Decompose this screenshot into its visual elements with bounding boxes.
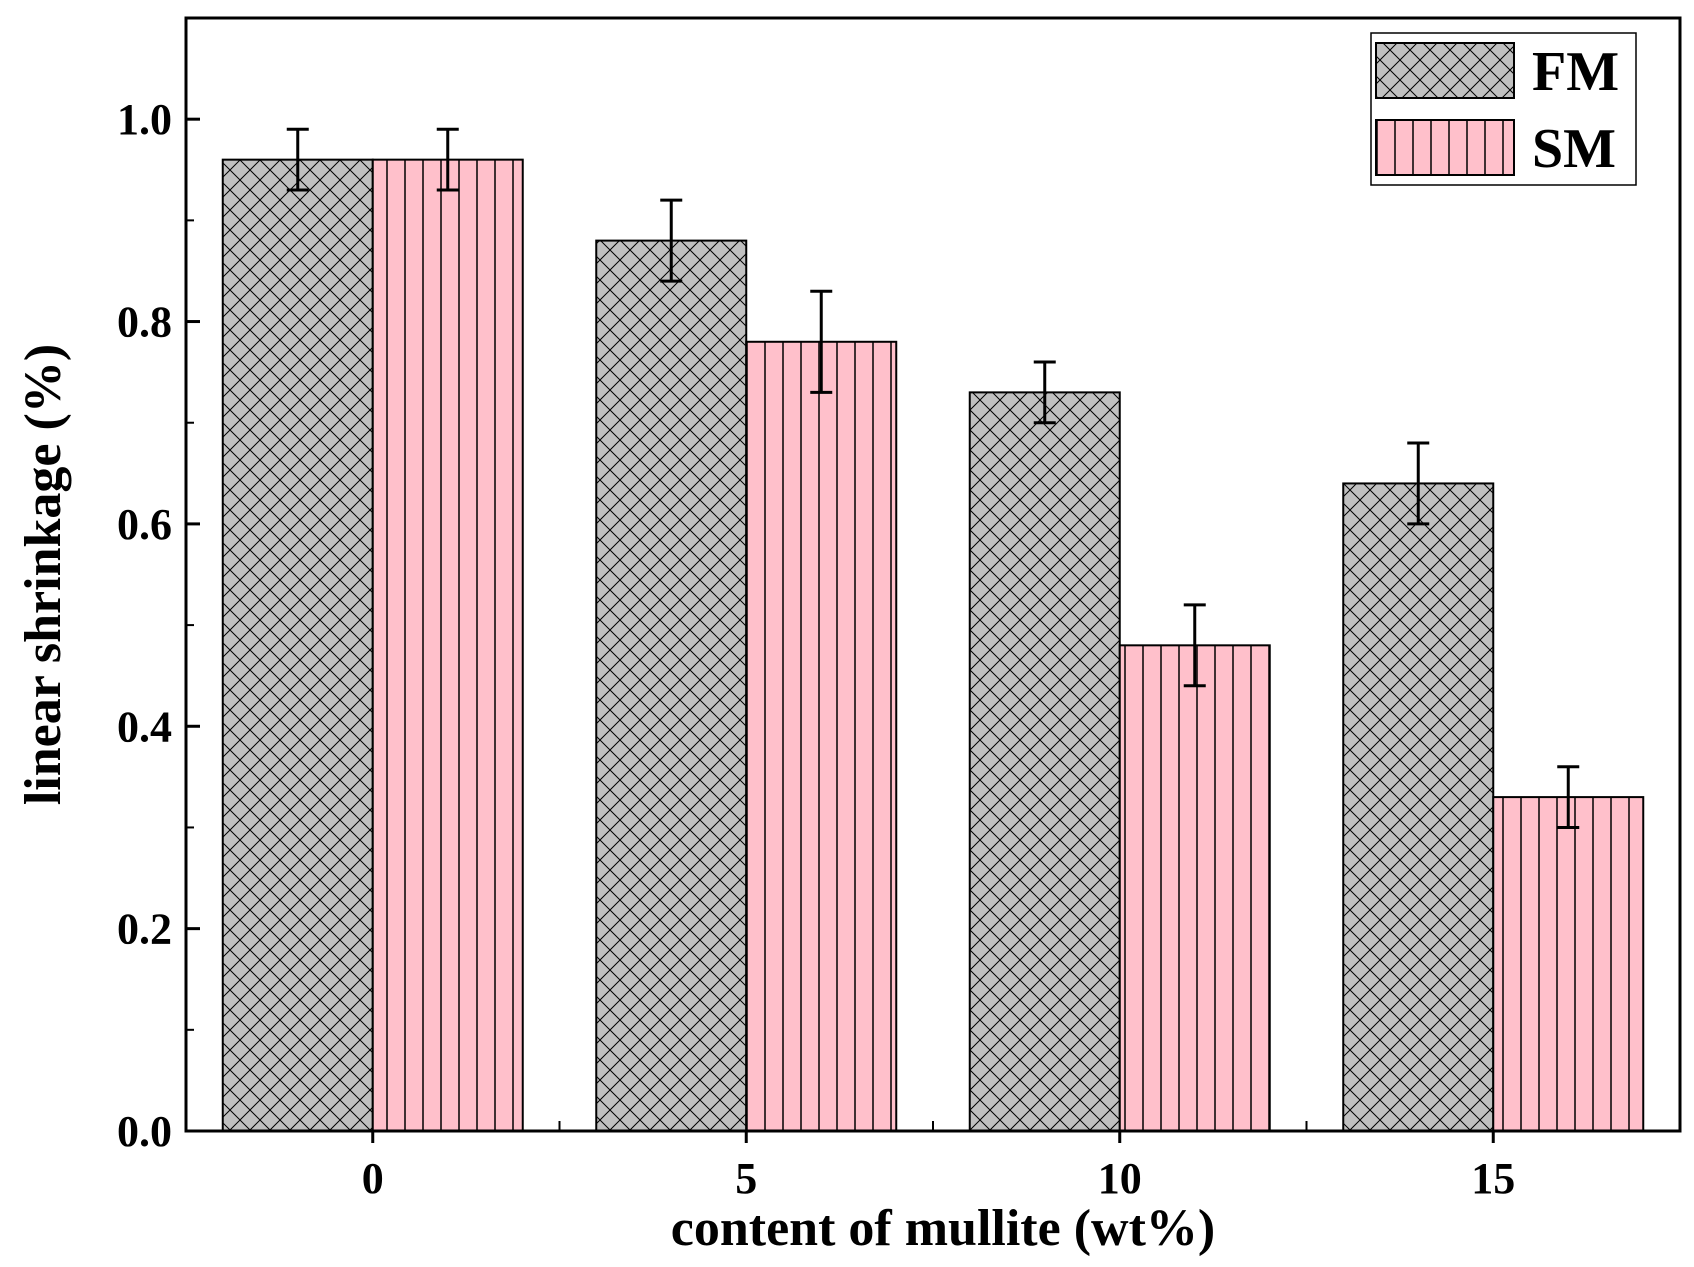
bar-fm-10 (968, 391, 1121, 1132)
legend-swatch-fm (1375, 42, 1515, 99)
bar-fm-0 (221, 158, 374, 1132)
legend-swatch-sm (1375, 119, 1515, 176)
y-tick-label: 0.4 (117, 702, 172, 751)
legend-label-sm: SM (1532, 118, 1616, 180)
legend-label-fm: FM (1532, 41, 1619, 103)
x-axis-title: content of mullite (wt%) (671, 1200, 1215, 1257)
y-axis-title: linear shrinkage (%) (15, 344, 72, 805)
bar-sm-10 (1118, 644, 1271, 1132)
x-tick-label: 0 (362, 1154, 384, 1203)
y-tick-label: 1.0 (117, 95, 172, 144)
bar-sm-5 (745, 340, 898, 1133)
y-tick-label: 0.0 (117, 1107, 172, 1156)
bars-layer (221, 158, 1645, 1133)
x-tick-label: 5 (735, 1154, 757, 1203)
x-tick-label: 10 (1098, 1154, 1142, 1203)
legend: FM SM (1370, 32, 1637, 186)
axes-layer: 0.0 0.2 0.4 0.6 0.8 1.0 0 5 10 15 (117, 95, 1515, 1203)
bar-sm-0 (371, 158, 524, 1132)
bar-fm-15 (1342, 482, 1495, 1133)
x-tick-label: 15 (1471, 1154, 1515, 1203)
y-tick-label: 0.6 (117, 500, 172, 549)
bar-sm-15 (1492, 796, 1645, 1132)
y-tick-label: 0.2 (117, 905, 172, 954)
bar-fm-5 (595, 239, 748, 1133)
error-bars-layer (286, 127, 1580, 829)
y-tick-label: 0.8 (117, 298, 172, 347)
